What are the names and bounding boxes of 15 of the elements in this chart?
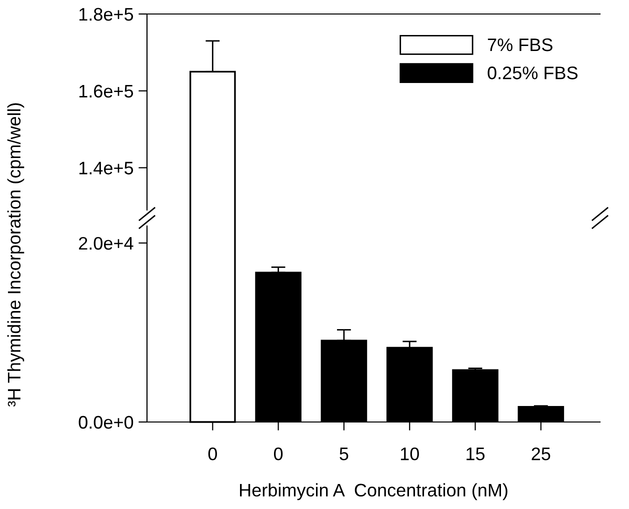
- legend-label: 0.25% FBS: [488, 66, 578, 80]
- y-tick-label: 2.0e+4: [78, 236, 134, 250]
- y-axis-title: ³H Thymidine Incorporation (cpm/well): [7, 103, 24, 407]
- x-tick-label: 5: [340, 448, 348, 460]
- x-tick-label: 0: [208, 447, 217, 460]
- legend-label: 7% FBS: [488, 38, 552, 52]
- x-tick-label: 25: [532, 447, 550, 460]
- x-axis-title: Herbimycin A Concentration (nM): [240, 483, 508, 500]
- y-tick-label: 1.6e+5: [79, 84, 134, 98]
- y-tick-label: 1.4e+5: [79, 162, 134, 174]
- y-tick-label: 1.8e+5: [79, 8, 134, 21]
- x-tick-label: 10: [400, 447, 419, 460]
- y-tick-label: 0.0e+0: [78, 416, 134, 429]
- x-tick-label: 0: [274, 447, 283, 460]
- x-tick-label: 15: [466, 448, 485, 460]
